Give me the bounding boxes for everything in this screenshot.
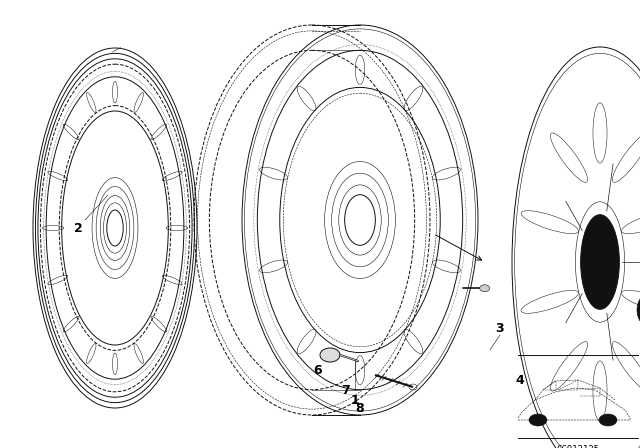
Ellipse shape — [320, 348, 340, 362]
Text: 3: 3 — [496, 322, 504, 335]
Ellipse shape — [599, 414, 617, 426]
Text: 4: 4 — [516, 374, 524, 387]
Ellipse shape — [637, 294, 640, 326]
Text: 7: 7 — [340, 383, 349, 396]
Text: 2: 2 — [74, 221, 83, 234]
Text: 8: 8 — [356, 401, 364, 414]
Text: 6: 6 — [314, 363, 323, 376]
Ellipse shape — [529, 414, 547, 426]
Ellipse shape — [580, 215, 620, 309]
Ellipse shape — [479, 285, 490, 292]
Text: CC012125: CC012125 — [557, 445, 600, 448]
Text: 1: 1 — [351, 393, 360, 406]
